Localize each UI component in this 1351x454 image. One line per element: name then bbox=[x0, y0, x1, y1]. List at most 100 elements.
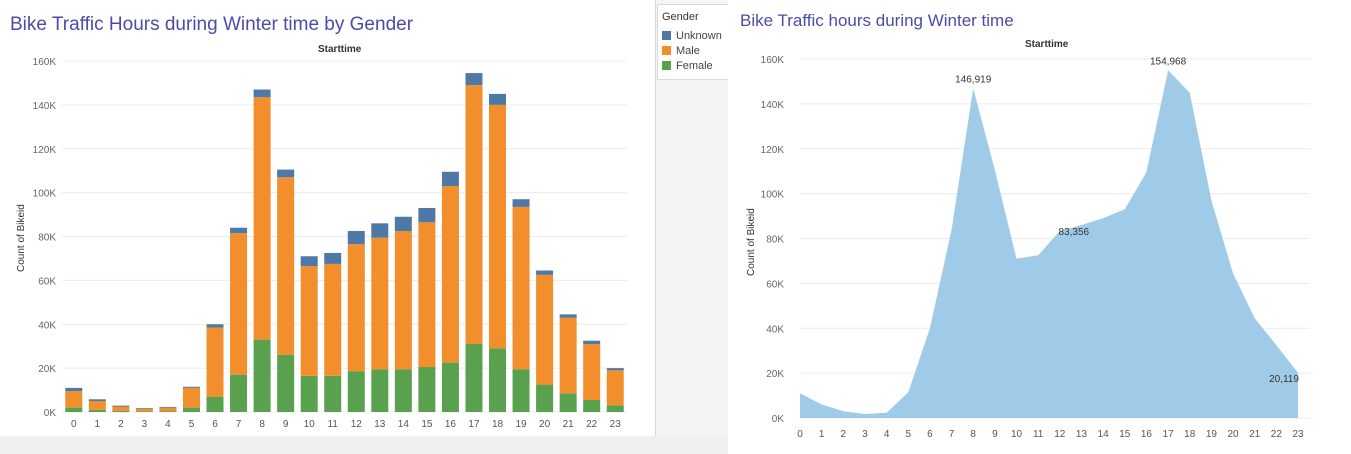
chart-title: Bike Traffic Hours during Winter time by… bbox=[10, 14, 414, 35]
x-tick-label: 6 bbox=[212, 419, 218, 430]
bar-segment-female bbox=[347, 371, 365, 412]
x-tick-label: 1 bbox=[95, 419, 101, 430]
x-tick-label: 1 bbox=[819, 429, 825, 440]
x-tick-label: 18 bbox=[1184, 429, 1196, 440]
legend-item-male[interactable]: Male bbox=[662, 45, 700, 57]
bar-segment-unknown bbox=[230, 227, 248, 234]
bar-segment-female bbox=[230, 374, 248, 412]
bar-segment-male bbox=[465, 85, 483, 344]
x-tick-label: 2 bbox=[841, 429, 847, 440]
bar-segment-unknown bbox=[394, 216, 412, 232]
x-tick-label: 2 bbox=[118, 419, 124, 430]
bar-segment-male bbox=[606, 370, 624, 406]
bar-segment-female bbox=[465, 343, 483, 412]
data-label: 20,119 bbox=[1269, 374, 1299, 385]
bar-segment-female bbox=[418, 367, 436, 412]
bar-segment-unknown bbox=[347, 231, 365, 245]
bar-segment-unknown bbox=[206, 324, 224, 328]
x-tick-label: 11 bbox=[1033, 429, 1044, 440]
bar-segment-female bbox=[112, 410, 130, 412]
y-tick-label: 20K bbox=[766, 369, 784, 380]
y-tick-label: 0K bbox=[44, 408, 57, 419]
x-tick-label: 4 bbox=[165, 419, 171, 430]
bar-segment-female bbox=[206, 396, 224, 412]
x-tick-label: 7 bbox=[236, 419, 242, 430]
bar-segment-female bbox=[606, 405, 624, 412]
bar-segment-unknown bbox=[583, 340, 601, 344]
bar-segment-female bbox=[489, 348, 507, 412]
x-tick-label: 4 bbox=[884, 429, 890, 440]
x-tick-label: 18 bbox=[492, 419, 504, 430]
bar-segment-female bbox=[371, 369, 389, 412]
x-tick-label: 8 bbox=[259, 419, 265, 430]
y-tick-label: 100K bbox=[761, 190, 785, 201]
x-tick-label: 0 bbox=[797, 429, 803, 440]
y-tick-label: 140K bbox=[33, 101, 57, 112]
y-tick-label: 60K bbox=[766, 279, 784, 290]
bar-segment-unknown bbox=[465, 73, 483, 86]
bar-segment-male bbox=[347, 244, 365, 372]
legend-swatch bbox=[662, 31, 671, 40]
x-tick-label: 14 bbox=[398, 419, 410, 430]
x-tick-label: 14 bbox=[1098, 429, 1110, 440]
x-tick-label: 12 bbox=[1054, 429, 1066, 440]
x-tick-label: 16 bbox=[445, 419, 457, 430]
legend-label: Male bbox=[676, 45, 700, 57]
data-label: 146,919 bbox=[955, 74, 992, 85]
bar-segment-female bbox=[324, 375, 342, 412]
data-label: 83,356 bbox=[1059, 227, 1090, 238]
x-tick-label: 21 bbox=[563, 419, 575, 430]
legend-item-unknown[interactable]: Unknown bbox=[662, 30, 722, 42]
bar-segment-male bbox=[371, 237, 389, 370]
x-tick-label: 3 bbox=[142, 419, 148, 430]
y-tick-label: 40K bbox=[766, 324, 784, 335]
bar-segment-female bbox=[277, 354, 295, 412]
x-tick-label: 0 bbox=[71, 419, 77, 430]
legend-label: Female bbox=[676, 60, 713, 72]
bar-segment-male bbox=[583, 343, 601, 400]
bar-segment-male bbox=[65, 391, 83, 408]
x-tick-label: 8 bbox=[970, 429, 976, 440]
bar-segment-male bbox=[441, 186, 459, 363]
x-tick-label: 7 bbox=[949, 429, 955, 440]
y-tick-label: 160K bbox=[761, 55, 785, 66]
y-tick-label: 80K bbox=[766, 235, 784, 246]
y-tick-label: 160K bbox=[33, 57, 57, 68]
bar-segment-unknown bbox=[277, 169, 295, 178]
bar-segment-female bbox=[65, 407, 83, 412]
bar-segment-male bbox=[394, 231, 412, 370]
bottom-scroll-strip bbox=[0, 436, 728, 454]
x-tick-label: 6 bbox=[927, 429, 933, 440]
legend-swatch bbox=[662, 46, 671, 55]
bar-segment-male bbox=[135, 408, 153, 412]
y-tick-label: 20K bbox=[38, 364, 56, 375]
bar-segment-male bbox=[88, 401, 106, 410]
bar-segment-female bbox=[159, 411, 177, 412]
bar-segment-male bbox=[536, 274, 554, 385]
x-tick-label: 22 bbox=[586, 419, 598, 430]
legend-item-female[interactable]: Female bbox=[662, 60, 713, 72]
bar-segment-male bbox=[253, 97, 271, 340]
bar-segment-female bbox=[441, 362, 459, 412]
x-tick-label: 20 bbox=[1227, 429, 1239, 440]
y-tick-label: 40K bbox=[38, 320, 56, 331]
bar-segment-female bbox=[512, 369, 530, 412]
x-tick-label: 9 bbox=[283, 419, 289, 430]
data-label: 154,968 bbox=[1150, 56, 1187, 67]
bar-segment-female bbox=[182, 407, 200, 412]
x-tick-label: 3 bbox=[862, 429, 868, 440]
bar-segment-female bbox=[88, 409, 106, 412]
legend-swatch bbox=[662, 61, 671, 70]
y-tick-label: 140K bbox=[761, 100, 785, 111]
bar-segment-male bbox=[112, 406, 130, 411]
bar-segment-male bbox=[159, 407, 177, 412]
legend-title: Gender bbox=[662, 11, 699, 23]
bar-segment-male bbox=[489, 104, 507, 349]
y-tick-label: 120K bbox=[761, 145, 785, 156]
area-series bbox=[800, 70, 1298, 419]
bar-segment-male bbox=[206, 327, 224, 397]
bar-segment-unknown bbox=[159, 406, 177, 408]
x-tick-label: 13 bbox=[374, 419, 386, 430]
y-tick-label: 100K bbox=[33, 189, 57, 200]
x-tick-label: 19 bbox=[516, 419, 528, 430]
